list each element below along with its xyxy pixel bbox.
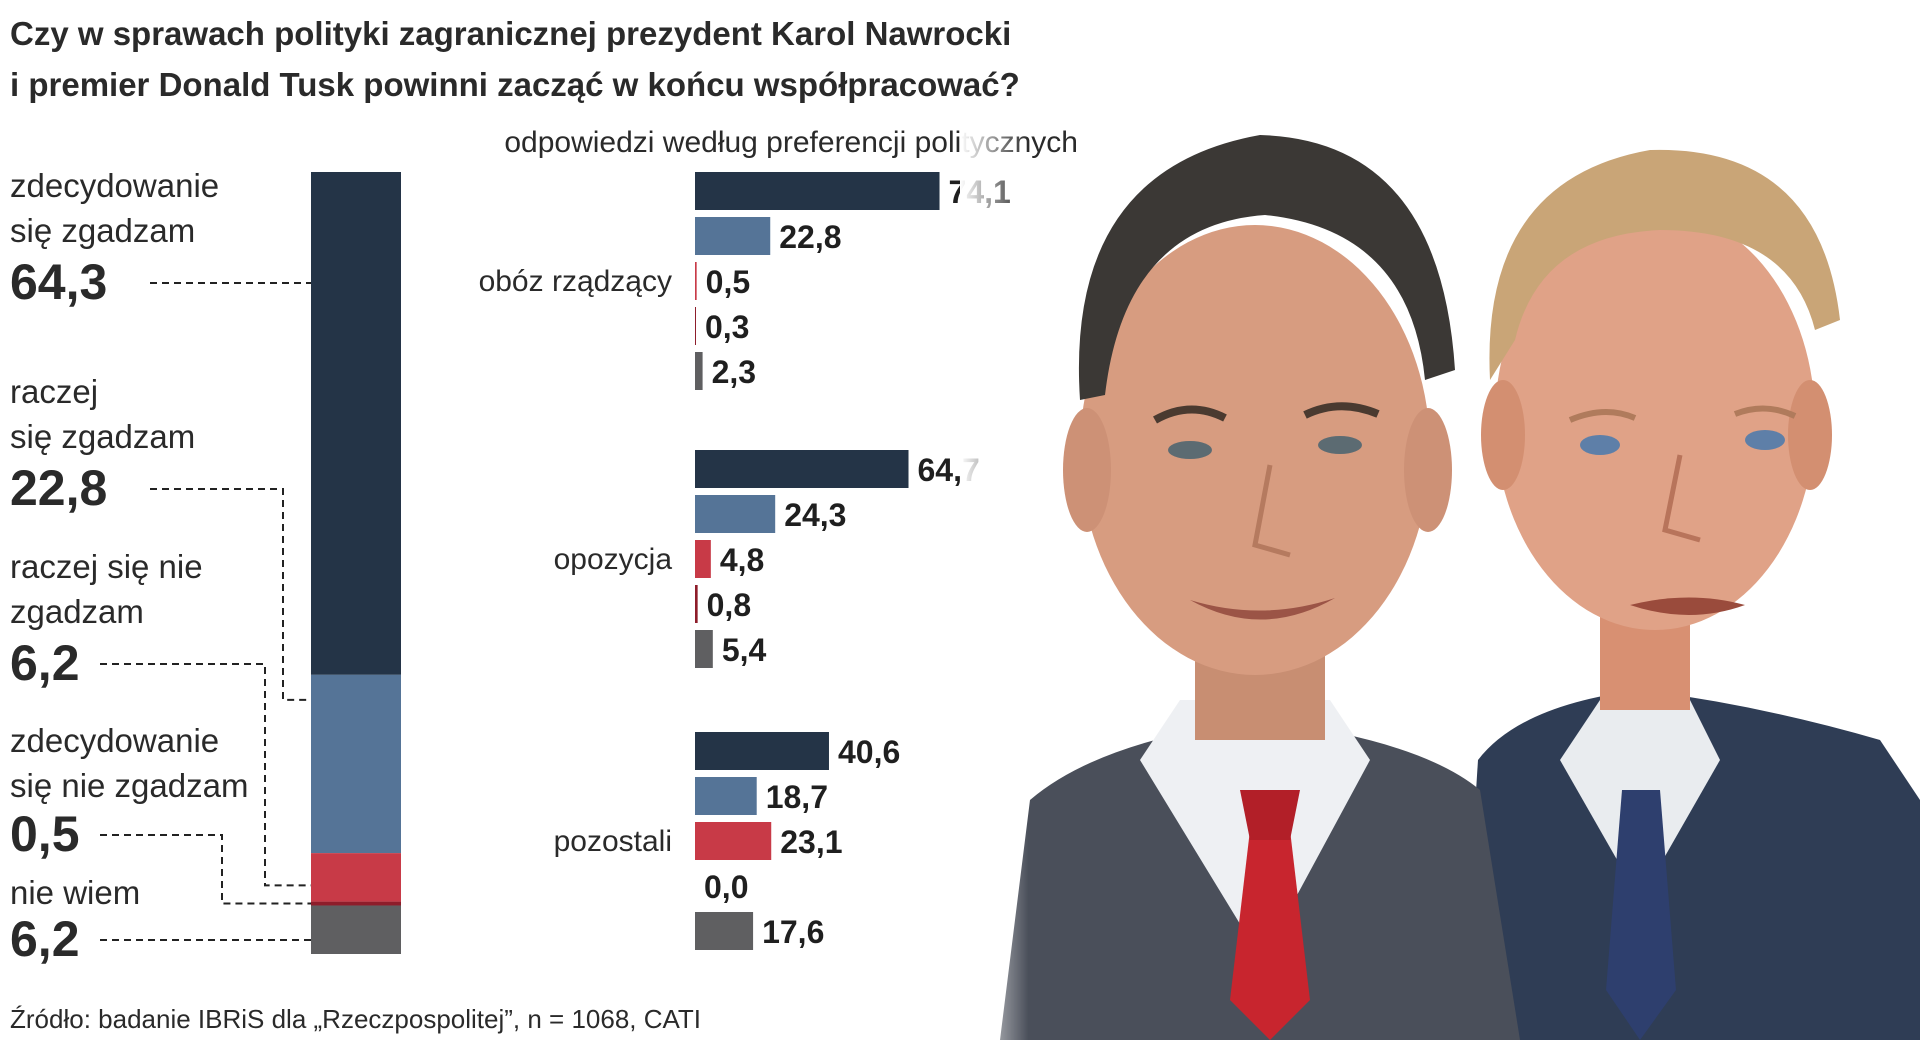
category-value: 6,2 — [10, 911, 80, 967]
leader-line — [100, 834, 311, 905]
chart-title-line-1: Czy w sprawach polityki zagranicznej pre… — [10, 15, 1011, 52]
category-label: zdecydowanie — [10, 167, 219, 204]
bar — [695, 307, 696, 345]
bar — [695, 732, 829, 770]
bar-value-label: 0,5 — [706, 264, 750, 300]
bar — [695, 585, 698, 623]
bar-value-label: 5,4 — [722, 632, 767, 668]
chart-title-line-2: i premier Donald Tusk powinni zacząć w k… — [10, 66, 1020, 103]
category-value: 22,8 — [10, 460, 107, 516]
category-value: 0,5 — [10, 806, 80, 862]
bar — [695, 450, 909, 488]
bar — [695, 352, 703, 390]
bar-value-label: 0,8 — [707, 587, 751, 623]
bar — [695, 217, 771, 255]
category-label: się zgadzam — [10, 212, 195, 249]
category-label: nie wiem — [10, 874, 140, 911]
bar — [695, 822, 772, 860]
stacked-bar-chart: zdecydowanie się zgadzam 64,3 raczej się zga… — [10, 167, 401, 967]
category-label: raczej się nie — [10, 548, 203, 585]
bar — [695, 912, 754, 950]
bar — [695, 630, 713, 668]
bar-value-label: 4,8 — [720, 542, 764, 578]
bar-value-label: 0,3 — [705, 309, 749, 345]
category-label: się nie zgadzam — [10, 767, 248, 804]
bar-value-label: 18,7 — [766, 779, 828, 815]
category-value: 6,2 — [10, 635, 80, 691]
stack-segment — [311, 905, 401, 954]
bar-value-label: 2,3 — [712, 354, 756, 390]
tusk-portrait — [1460, 149, 1920, 1040]
bar-value-label: 22,8 — [779, 219, 841, 255]
bar — [695, 262, 697, 300]
bar-value-label: 23,1 — [780, 824, 842, 860]
bar-value-label: 40,6 — [838, 734, 900, 770]
leader-line — [150, 488, 311, 701]
group-label: opozycja — [554, 543, 673, 576]
category-label: zdecydowanie — [10, 722, 219, 759]
category-label: się zgadzam — [10, 418, 195, 455]
stack-segment — [311, 901, 401, 906]
bar-value-label: 17,6 — [762, 914, 824, 950]
group-label: obóz rządzący — [479, 265, 672, 298]
stack-segment — [311, 853, 401, 902]
leader-line — [100, 663, 311, 887]
stack-segment — [311, 172, 401, 675]
bar — [695, 777, 757, 815]
bar — [695, 172, 940, 210]
stack-segment — [311, 674, 401, 854]
category-label: raczej — [10, 373, 98, 410]
source-note: Źródło: badanie IBRiS dla „Rzeczpospolit… — [10, 1004, 701, 1034]
bar-value-label: 24,3 — [784, 497, 846, 533]
category-value: 64,3 — [10, 254, 107, 310]
bar-value-label: 0,0 — [704, 869, 748, 905]
bar — [695, 540, 711, 578]
bar — [695, 495, 776, 533]
politician-portraits — [960, 120, 1920, 1040]
group-label: pozostali — [554, 825, 672, 858]
category-label: zgadzam — [10, 593, 144, 630]
